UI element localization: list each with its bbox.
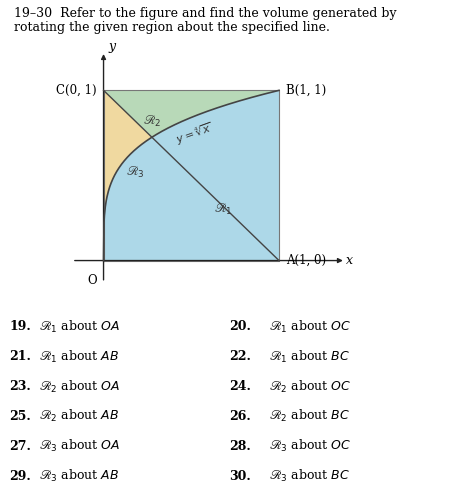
Text: O: O [87,274,96,287]
Text: 30.: 30. [230,469,251,483]
Text: y: y [109,40,116,53]
Text: 28.: 28. [230,440,251,453]
Text: 23.: 23. [9,380,31,393]
Text: $\mathscr{R}_{1}$ about $AB$: $\mathscr{R}_{1}$ about $AB$ [39,349,119,365]
Polygon shape [104,90,279,137]
Polygon shape [152,90,279,261]
Polygon shape [104,137,279,261]
Text: $\mathscr{R}_3$: $\mathscr{R}_3$ [126,164,145,180]
Text: 21.: 21. [9,350,31,363]
Text: B(1, 1): B(1, 1) [286,84,326,97]
Text: $\mathscr{R}_{2}$ about $BC$: $\mathscr{R}_{2}$ about $BC$ [269,409,349,424]
Text: $\mathscr{R}_1$: $\mathscr{R}_1$ [213,202,232,217]
Text: $\mathscr{R}_{2}$ about $AB$: $\mathscr{R}_{2}$ about $AB$ [39,409,119,424]
Text: 22.: 22. [230,350,252,363]
Text: $\mathscr{R}_{3}$ about $OC$: $\mathscr{R}_{3}$ about $OC$ [269,438,351,454]
Text: C(0, 1): C(0, 1) [56,84,96,97]
Text: 20.: 20. [230,320,252,333]
Text: A(1, 0): A(1, 0) [286,254,326,267]
Text: $\mathscr{R}_{2}$ about $OA$: $\mathscr{R}_{2}$ about $OA$ [39,379,120,395]
Polygon shape [104,90,152,261]
Text: $\mathscr{R}_{3}$ about $AB$: $\mathscr{R}_{3}$ about $AB$ [39,468,119,484]
Text: x: x [346,254,353,267]
Text: 19–30  Refer to the figure and find the volume generated by: 19–30 Refer to the figure and find the v… [14,7,397,20]
Text: $\mathscr{R}_{1}$ about $OC$: $\mathscr{R}_{1}$ about $OC$ [269,319,351,335]
Text: $\mathscr{R}_{1}$ about $BC$: $\mathscr{R}_{1}$ about $BC$ [269,349,349,365]
Text: 24.: 24. [230,380,252,393]
Text: 29.: 29. [9,469,31,483]
Text: $\mathscr{R}_{2}$ about $OC$: $\mathscr{R}_{2}$ about $OC$ [269,379,351,395]
Text: 26.: 26. [230,410,251,423]
Text: 27.: 27. [9,440,31,453]
Text: $\mathscr{R}_{3}$ about $OA$: $\mathscr{R}_{3}$ about $OA$ [39,438,120,454]
Text: $\mathscr{R}_{3}$ about $BC$: $\mathscr{R}_{3}$ about $BC$ [269,468,349,484]
Text: $y = \sqrt[4]{x}$: $y = \sqrt[4]{x}$ [174,120,216,148]
Text: $\mathscr{R}_{1}$ about $OA$: $\mathscr{R}_{1}$ about $OA$ [39,319,120,335]
Text: $\mathscr{R}_2$: $\mathscr{R}_2$ [144,113,162,129]
Text: 19.: 19. [9,320,31,333]
Text: rotating the given region about the specified line.: rotating the given region about the spec… [14,21,330,33]
Text: 25.: 25. [9,410,31,423]
